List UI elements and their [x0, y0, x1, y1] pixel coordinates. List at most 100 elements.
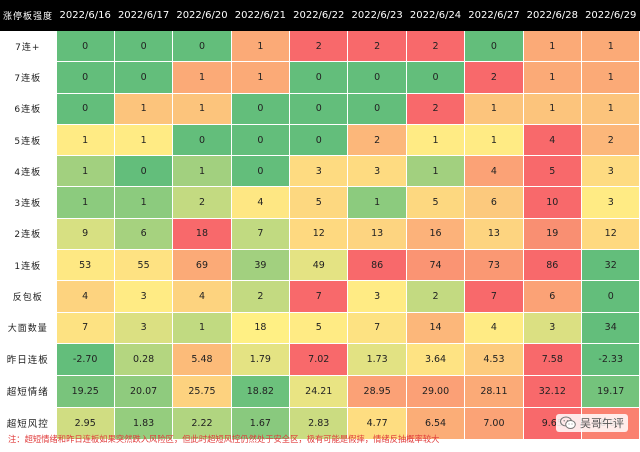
heatmap-cell: 25.75 — [172, 375, 232, 408]
heatmap-cell: 0 — [114, 155, 174, 188]
row-label: 7连板 — [0, 61, 57, 94]
heatmap-cell: 1 — [56, 124, 115, 157]
heatmap-cell: 1 — [406, 155, 466, 188]
table-row: 1连板 53 55 69 39 49 86 74 73 86 32 — [0, 249, 640, 282]
row-label: 反包板 — [0, 280, 57, 313]
table-row: 大面数量 7 3 1 18 5 7 14 4 3 34 — [0, 312, 640, 344]
heatmap-cell: -2.70 — [56, 342, 115, 376]
heatmap-cell: 5 — [289, 186, 349, 219]
heatmap-cell: 6 — [523, 280, 583, 313]
heatmap-cell: 7.02 — [289, 342, 349, 376]
heatmap-cell: 7.58 — [523, 342, 583, 376]
heatmap-cell: 86 — [347, 249, 407, 282]
heatmap-cell: 34 — [581, 312, 640, 344]
heatmap-cell: 2 — [406, 93, 466, 125]
heatmap-cell: 4 — [464, 155, 524, 188]
heatmap-cell: 19 — [523, 218, 583, 251]
heatmap-cell: 2.22 — [172, 407, 232, 440]
heatmap-cell: 1 — [56, 186, 115, 219]
heatmap-cell: 7 — [289, 280, 349, 313]
heatmap-cell: 1 — [523, 61, 583, 94]
watermark: 吴哥午评 — [556, 414, 628, 432]
heatmap-cell: 0 — [231, 93, 291, 125]
table-row: 7连板 0 0 1 1 0 0 0 2 1 1 — [0, 61, 640, 94]
heatmap-cell: 1 — [347, 186, 407, 219]
heatmap-cell: 1 — [581, 93, 640, 125]
row-label: 超短风控 — [0, 407, 57, 440]
heatmap-cell: 1 — [172, 312, 232, 344]
row-label: 5连板 — [0, 124, 57, 157]
heatmap-table: 涨停板强度 2022/6/16 2022/6/17 2022/6/20 2022/6/… — [0, 0, 640, 440]
heatmap-cell: 4 — [523, 124, 583, 157]
watermark-text: 吴哥午评 — [580, 417, 624, 430]
column-header-0: 2022/6/16 — [56, 0, 115, 31]
column-header-3: 2022/6/21 — [231, 0, 290, 31]
heatmap-cell: 18.82 — [231, 375, 291, 408]
table-row: 7连+ 0 0 0 1 2 2 2 0 1 1 — [0, 31, 640, 63]
heatmap-cell: 19.17 — [581, 375, 640, 408]
heatmap-cell: 13 — [347, 218, 407, 251]
heatmap-cell: 6 — [464, 186, 524, 219]
heatmap-cell: 12 — [289, 218, 349, 251]
heatmap-cell: 3 — [581, 155, 640, 188]
heatmap-cell: 49 — [289, 249, 349, 282]
heatmap-cell: 28.95 — [347, 375, 407, 408]
heatmap-cell: 1 — [406, 124, 466, 157]
heatmap-cell: 2 — [464, 61, 524, 94]
table-row: 6连板 0 1 1 0 0 0 2 1 1 1 — [0, 93, 640, 125]
heatmap-cell: 5 — [523, 155, 583, 188]
heatmap-cell: 39 — [231, 249, 291, 282]
heatmap-cell: 1 — [172, 155, 232, 188]
column-header-1: 2022/6/17 — [114, 0, 173, 31]
heatmap-cell: 0 — [289, 124, 349, 157]
heatmap-cell: 7 — [231, 218, 291, 251]
heatmap-cell: 16 — [406, 218, 466, 251]
heatmap-cell: 3.64 — [406, 342, 466, 376]
column-header-6: 2022/6/24 — [406, 0, 465, 31]
row-label: 超短情绪 — [0, 375, 57, 408]
wechat-icon — [560, 416, 576, 429]
heatmap-cell: 1 — [523, 31, 583, 63]
heatmap-cell: 55 — [114, 249, 174, 282]
heatmap-cell: 3 — [581, 186, 640, 219]
column-header-8: 2022/6/28 — [523, 0, 582, 31]
heatmap-cell: 4 — [464, 312, 524, 344]
heatmap-cell: 3 — [114, 312, 174, 344]
heatmap-cell: 0 — [581, 280, 640, 313]
heatmap-cell: 0 — [231, 124, 291, 157]
heatmap-cell: 2.95 — [56, 407, 115, 440]
row-label: 3连板 — [0, 186, 57, 219]
row-label: 7连+ — [0, 31, 57, 63]
heatmap-cell: 1.79 — [231, 342, 291, 376]
heatmap-cell: 0.28 — [114, 342, 174, 376]
heatmap-cell: -2.33 — [581, 342, 640, 376]
heatmap-cell: 2 — [406, 280, 466, 313]
heatmap-cell: 0 — [172, 124, 232, 157]
heatmap-cell: 1.83 — [114, 407, 174, 440]
table-row: 反包板 4 3 4 2 7 3 2 7 6 0 — [0, 280, 640, 313]
heatmap-cell: 5 — [289, 312, 349, 344]
table-row: 5连板 1 1 0 0 0 2 1 1 4 2 — [0, 124, 640, 157]
heatmap-cell: 0 — [347, 93, 407, 125]
heatmap-cell: 7 — [56, 312, 115, 344]
heatmap-cell: 9 — [56, 218, 115, 251]
heatmap-cell: 0 — [289, 61, 349, 94]
heatmap-cell: 2 — [581, 124, 640, 157]
heatmap-cell: 0 — [464, 31, 524, 63]
heatmap-cell: 18 — [172, 218, 232, 251]
heatmap-cell: 4 — [172, 280, 232, 313]
column-header-7: 2022/6/27 — [464, 0, 524, 31]
heatmap-cell: 74 — [406, 249, 466, 282]
heatmap-cell: 1 — [464, 124, 524, 157]
heatmap-cell: 19.25 — [56, 375, 115, 408]
heatmap-cell: 0 — [114, 61, 174, 94]
heatmap-cell: 7 — [347, 312, 407, 344]
heatmap-cell: 2 — [289, 31, 349, 63]
table-row: 3连板 1 1 2 4 5 1 5 6 10 3 — [0, 186, 640, 219]
row-label: 大面数量 — [0, 312, 57, 344]
heatmap-cell: 13 — [464, 218, 524, 251]
heatmap-cell: 1 — [464, 93, 524, 125]
heatmap-cell: 0 — [56, 61, 115, 94]
heatmap-cell: 4 — [56, 280, 115, 313]
